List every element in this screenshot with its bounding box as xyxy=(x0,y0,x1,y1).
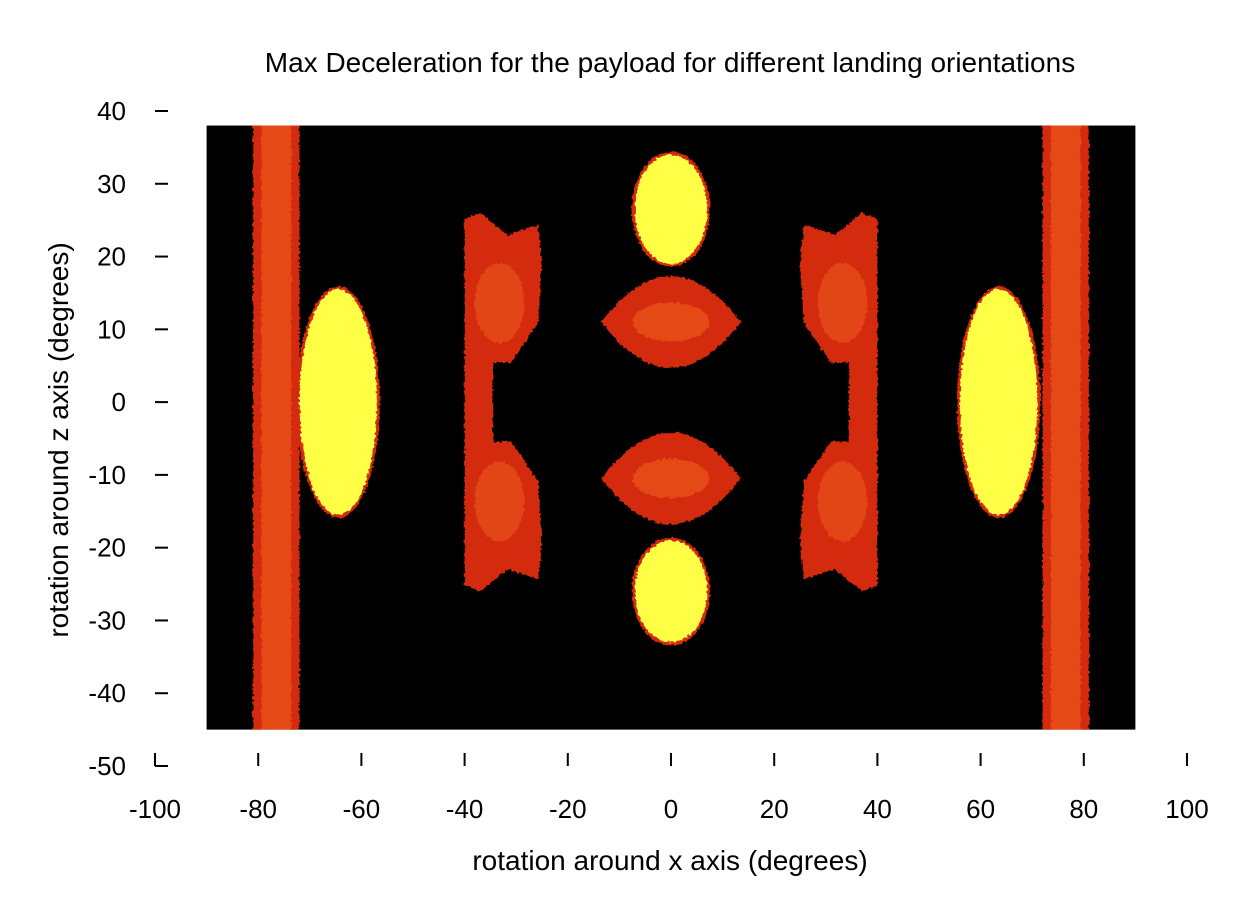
x-tick-label: 20 xyxy=(760,794,789,824)
y-tick-label: -10 xyxy=(88,460,126,490)
y-tick-label: 30 xyxy=(97,169,126,199)
y-tick-label: 40 xyxy=(97,96,126,126)
left-bracket xyxy=(464,212,542,592)
right-yellow-blob xyxy=(956,286,1041,518)
x-tick-label: -60 xyxy=(343,794,381,824)
x-tick-label: 80 xyxy=(1069,794,1098,824)
y-tick-label: -20 xyxy=(88,533,126,563)
y-tick-label: 0 xyxy=(112,387,126,417)
x-tick-label: 60 xyxy=(966,794,995,824)
y-tick-label: -30 xyxy=(88,605,126,635)
y-tick-label: -40 xyxy=(88,678,126,708)
x-tick-label: 100 xyxy=(1165,794,1208,824)
top-yellow-blob xyxy=(631,151,711,267)
bottom-yellow-blob xyxy=(631,537,711,646)
x-tick-label: -100 xyxy=(129,794,181,824)
lower-center-lens xyxy=(601,432,741,525)
x-tick-label: -20 xyxy=(549,794,587,824)
right-band xyxy=(1042,125,1089,730)
y-tick-label: -50 xyxy=(88,751,126,781)
right-bracket xyxy=(800,212,878,592)
chart-title: Max Deceleration for the payload for dif… xyxy=(265,47,1075,78)
y-tick-label: 20 xyxy=(97,242,126,272)
left-band xyxy=(253,125,300,730)
left-yellow-blob xyxy=(296,286,380,518)
upper-center-lens xyxy=(601,276,741,368)
x-tick-label: -40 xyxy=(446,794,484,824)
y-axis-label: rotation around z axis (degrees) xyxy=(43,242,74,637)
x-tick-label: 0 xyxy=(664,794,678,824)
plot-area xyxy=(206,125,1136,730)
y-tick-label: 10 xyxy=(97,314,126,344)
x-axis-label: rotation around x axis (degrees) xyxy=(472,845,867,876)
x-tick-label: 40 xyxy=(863,794,892,824)
x-tick-label: -80 xyxy=(239,794,277,824)
